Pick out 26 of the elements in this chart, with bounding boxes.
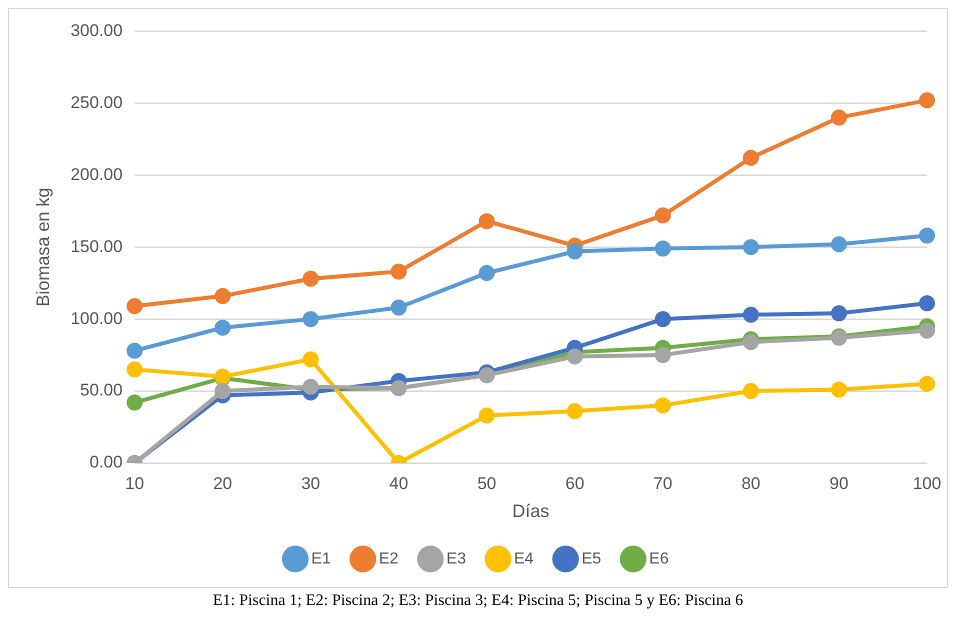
x-tick-label: 60 bbox=[565, 474, 584, 493]
x-axis-title: Días bbox=[512, 501, 550, 522]
x-tick-label: 20 bbox=[213, 474, 232, 493]
x-tick-label: 90 bbox=[829, 474, 848, 493]
y-tick-label: 150.00 bbox=[70, 236, 123, 256]
x-tick-label: 10 bbox=[125, 474, 144, 493]
y-tick-label: 250.00 bbox=[70, 92, 123, 112]
y-tick-label: 50.00 bbox=[80, 380, 123, 400]
legend-label: E2 bbox=[378, 550, 399, 568]
y-axis-title: Biomasa en kg bbox=[32, 188, 53, 307]
text: E1: Piscina 1; E2: Piscina 2; E3: Piscina 3; E4: Piscina 5; Piscina 5 y E6: Piscina 6 bbox=[212, 592, 744, 610]
legend-label: E5 bbox=[582, 550, 602, 568]
legend-label: E6 bbox=[649, 550, 669, 568]
x-tick-label: 40 bbox=[389, 474, 408, 493]
y-tick-label: 0.00 bbox=[90, 452, 123, 472]
y-tick-label: 300.00 bbox=[70, 20, 123, 40]
legend-label: E3 bbox=[446, 550, 466, 568]
x-tick-label: 70 bbox=[653, 474, 672, 493]
x-tick-label: 30 bbox=[301, 474, 320, 493]
legend-label: E1 bbox=[311, 550, 331, 568]
y-tick-label: 100.00 bbox=[70, 308, 123, 328]
y-tick-label: 200.00 bbox=[70, 164, 123, 184]
legend-label: E4 bbox=[514, 550, 534, 568]
x-tick-label: 100 bbox=[912, 474, 942, 493]
x-tick-label: 80 bbox=[741, 474, 760, 493]
x-tick-label: 50 bbox=[477, 474, 496, 493]
